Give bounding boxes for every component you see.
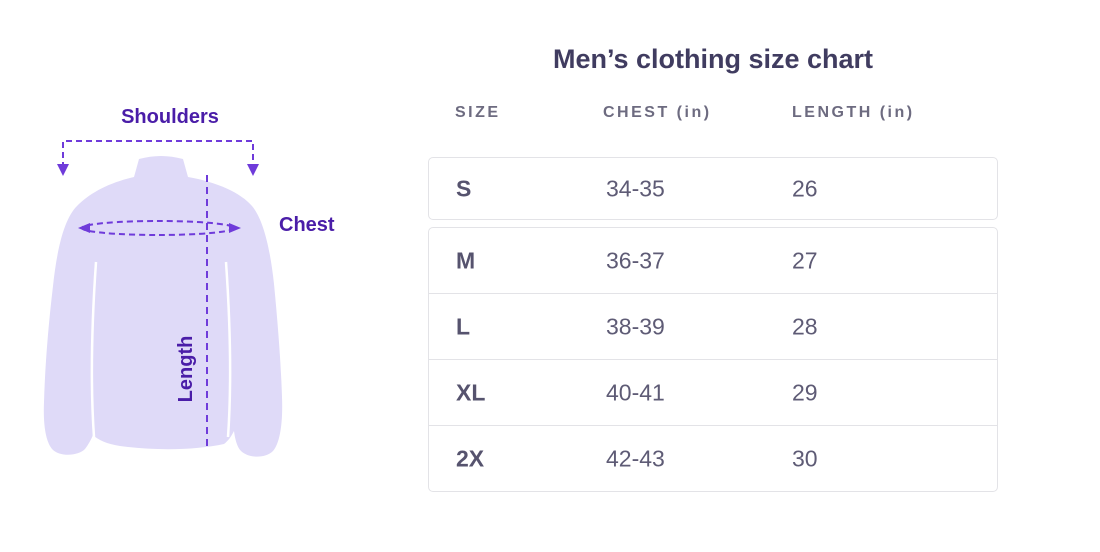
cell-chest: 36-37: [606, 247, 665, 273]
sleeve-seam-right: [224, 261, 232, 438]
arrow-down-icon: [247, 164, 259, 176]
shoulders-measure-line: [62, 140, 254, 168]
table-row: M 36-37 27: [429, 228, 997, 293]
chest-label: Chest: [279, 214, 335, 236]
table-header-row: SIZE CHEST (in) LENGTH (in): [428, 104, 998, 126]
shirt-illustration-svg: [43, 140, 283, 457]
table-row-group-rest: M 36-37 27 L 38-39 28 XL 40-41 29 2X 42-…: [428, 227, 998, 492]
table-row-group-first: S 34-35 26: [428, 157, 998, 220]
shirt-measurement-diagram: Shoulders Chest Length: [0, 0, 380, 552]
column-header-length: LENGTH (in): [792, 104, 915, 121]
cell-length: 26: [792, 175, 818, 201]
page-title: Men’s clothing size chart: [552, 44, 874, 74]
table-row: L 38-39 28: [429, 293, 997, 359]
table-row: 2X 42-43 30: [429, 425, 997, 491]
cell-chest: 38-39: [606, 313, 665, 339]
table-row: XL 40-41 29: [429, 359, 997, 425]
cell-size: 2X: [456, 445, 485, 471]
shirt-silhouette: [43, 156, 283, 457]
arrow-left-icon: [78, 223, 90, 233]
cell-length: 28: [792, 313, 818, 339]
cell-length: 29: [792, 379, 818, 405]
cell-size: XL: [456, 379, 486, 405]
arrow-right-icon: [229, 223, 241, 233]
cell-chest: 40-41: [606, 379, 665, 405]
shoulders-label: Shoulders: [121, 106, 219, 128]
cell-chest: 42-43: [606, 445, 665, 471]
cell-length: 27: [792, 247, 818, 273]
length-label: Length: [175, 335, 197, 403]
column-header-chest: CHEST (in): [603, 104, 712, 121]
sleeve-seam-left: [90, 261, 98, 438]
cell-length: 30: [792, 445, 818, 471]
cell-size: M: [456, 247, 476, 273]
arrow-down-icon: [57, 164, 69, 176]
column-header-size: SIZE: [455, 104, 501, 121]
table-row: S 34-35 26: [429, 158, 997, 219]
cell-size: L: [456, 313, 471, 339]
cell-size: S: [456, 175, 472, 201]
cell-chest: 34-35: [606, 175, 665, 201]
